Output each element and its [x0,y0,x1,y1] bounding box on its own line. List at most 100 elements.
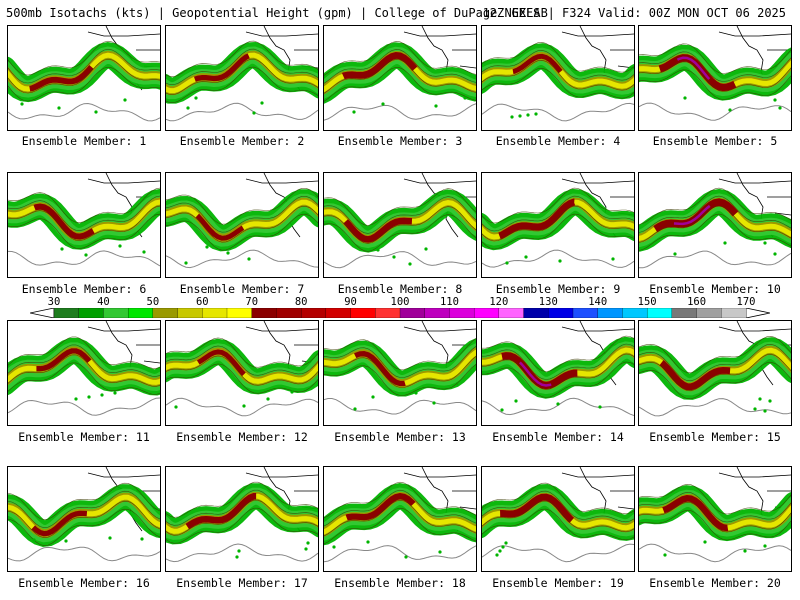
colorbar-swatch [696,308,722,318]
colorbar-swatch [473,308,500,318]
colorbar-swatch [399,308,426,318]
colorbar-swatch [548,308,574,318]
ensemble-member-panel [323,466,477,572]
ensemble-member-label: Ensemble Member: 15 [649,430,781,444]
colorbar-tick-label: 50 [146,296,160,308]
colorbar-swatch [449,308,475,318]
jet-stream-map [8,321,160,416]
colorbar-swatch [152,308,179,318]
jet-stream-map [482,321,634,416]
jet-stream-map [639,467,791,563]
jet-stream-map [324,173,476,269]
colorbar-swatch [350,308,376,318]
ensemble-member-label: Ensemble Member: 7 [179,282,305,296]
jet-stream-map [639,26,791,121]
jet-stream-map [8,26,160,122]
colorbar-tick-label: 80 [294,296,308,308]
jet-stream-map [639,321,791,417]
jet-stream-map [8,173,160,267]
colorbar-swatch [572,308,599,318]
ensemble-member-panel [165,320,319,426]
ensemble-member-panel [481,466,635,572]
colorbar-tick-label: 130 [538,296,558,308]
colorbar-left-arrow [30,308,55,318]
ensemble-member-panel [638,320,792,426]
ensemble-member-label: Ensemble Member: 10 [649,282,781,296]
colorbar-swatch [276,308,302,318]
colorbar-swatch [597,308,623,318]
colorbar-swatch [103,308,129,318]
ensemble-member-panel [7,320,161,426]
colorbar-swatch [498,308,525,318]
ensemble-member-label: Ensemble Member: 2 [179,134,305,148]
ensemble-member-panel [165,25,319,131]
colorbar-tick-label: 90 [344,296,357,308]
colorbar-tick-label: 110 [439,296,459,308]
ensemble-member-panel [7,25,161,131]
colorbar-tick-label: 170 [736,296,756,308]
ensemble-member-label: Ensemble Member: 19 [492,576,624,590]
jet-stream-map [166,467,318,563]
ensemble-member-panel [7,172,161,278]
colorbar-tick-label: 100 [390,296,410,308]
colorbar-swatch [300,308,327,318]
ensemble-member-label: Ensemble Member: 1 [21,134,147,148]
jet-stream-map [8,467,160,562]
ensemble-member-label: Ensemble Member: 9 [495,282,621,296]
colorbar-swatch [325,308,352,318]
jet-stream-map [482,173,634,268]
colorbar-tick-label: 60 [195,296,209,308]
colorbar-tick-label: 120 [489,296,509,308]
jet-stream-map [482,26,634,122]
ensemble-member-panel [323,25,477,131]
ensemble-member-label: Ensemble Member: 11 [18,430,150,444]
product-title: 500mb Isotachs (kts) | Geopotential Heig… [6,6,548,20]
jet-stream-map [482,467,634,563]
ensemble-member-panel [7,466,161,572]
colorbar-swatch [622,308,648,318]
valid-time: 12Z GEFS | F324 Valid: 00Z MON OCT 06 20… [482,6,786,20]
ensemble-member-panel [165,466,319,572]
ensemble-member-panel [638,25,792,131]
colorbar-swatch [78,308,104,318]
ensemble-member-label: Ensemble Member: 13 [334,430,466,444]
ensemble-member-label: Ensemble Member: 6 [21,282,147,296]
ensemble-member-label: Ensemble Member: 5 [652,134,778,148]
colorbar-swatch [202,308,228,318]
ensemble-member-panel [481,25,635,131]
colorbar-tick-label: 150 [637,296,657,308]
colorbar-tick-label: 140 [588,296,608,308]
ensemble-member-label: Ensemble Member: 14 [492,430,624,444]
colorbar-swatch [646,308,673,318]
colorbar-right-arrow [745,308,770,318]
map-header: 500mb Isotachs (kts) | Geopotential Heig… [0,0,800,22]
ensemble-member-panel [481,172,635,278]
colorbar-swatch [127,308,154,318]
colorbar-tick-label: 30 [47,296,61,308]
jet-stream-map [166,173,318,269]
colorbar-swatch [523,308,549,318]
ensemble-member-panel [481,320,635,426]
ensemble-member-label: Ensemble Member: 4 [495,134,621,148]
colorbar-swatch [251,308,277,318]
jet-stream-map [639,173,791,269]
colorbar-swatch [424,308,450,318]
colorbar-tick-label: 70 [245,296,259,308]
colorbar-tick-label: 160 [687,296,707,308]
ensemble-member-label: Ensemble Member: 3 [337,134,463,148]
jet-stream-map [324,467,476,563]
colorbar-swatch [177,308,203,318]
ensemble-member-panel [638,172,792,278]
colorbar-ticks: 30 40 50 60 70 80 90 100 110 120 130 140 150 160 170 [0,296,800,308]
colorbar-tick-label: 40 [97,296,110,308]
colorbar-swatch [375,308,401,318]
isotach-colorbar [30,308,770,318]
ensemble-member-label: Ensemble Member: 16 [18,576,150,590]
ensemble-member-label: Ensemble Member: 17 [176,576,308,590]
colorbar-swatch [53,308,80,318]
ensemble-member-panel [165,172,319,278]
ensemble-member-panel [638,466,792,572]
ensemble-member-panel [323,172,477,278]
colorbar-swatch [226,308,253,318]
jet-stream-map [324,26,476,121]
